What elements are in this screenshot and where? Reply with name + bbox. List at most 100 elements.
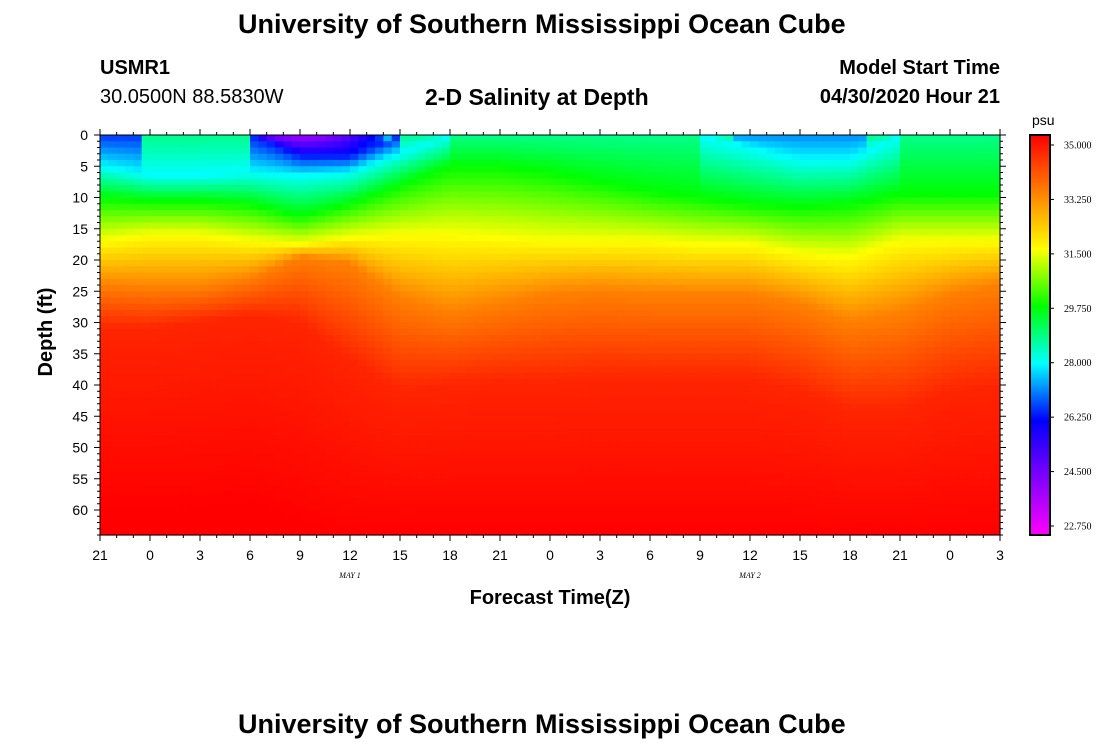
heatmap-cell (250, 241, 259, 249)
heatmap-cell (658, 153, 668, 161)
heatmap-cell (100, 416, 109, 424)
heatmap-cell (516, 460, 526, 467)
heatmap-cell (408, 347, 418, 355)
heatmap-cell (133, 160, 143, 167)
heatmap-cell (150, 178, 159, 186)
heatmap-cell (333, 528, 343, 536)
heatmap-cell (516, 222, 526, 230)
heatmap-cell (291, 528, 301, 536)
heatmap-cell (408, 422, 418, 430)
heatmap-cell (275, 378, 284, 386)
heatmap-cell (483, 291, 493, 299)
heatmap-cell (200, 428, 209, 436)
heatmap-cell (483, 272, 493, 280)
heatmap-cell (216, 241, 226, 249)
heatmap-cell (383, 516, 393, 524)
heatmap-cell (233, 272, 243, 280)
heatmap-cell (708, 153, 718, 161)
heatmap-cell (200, 197, 209, 205)
heatmap-cell (225, 210, 234, 217)
heatmap-cell (633, 191, 643, 199)
heatmap-cell (450, 516, 459, 524)
heatmap-cell (358, 141, 368, 149)
heatmap-cell (516, 278, 526, 286)
heatmap-cell (466, 216, 476, 224)
heatmap-cell (225, 460, 234, 467)
heatmap-cell (433, 453, 443, 461)
heatmap-cell (408, 291, 418, 299)
heatmap-cell (541, 466, 551, 474)
heatmap-cell (525, 510, 534, 517)
heatmap-cell (158, 416, 168, 424)
heatmap-cell (350, 472, 359, 480)
heatmap-cell (233, 291, 243, 299)
heatmap-cell (600, 485, 609, 492)
heatmap-cell (133, 210, 143, 217)
heatmap-cell (325, 310, 334, 317)
heatmap-cell (100, 166, 109, 174)
heatmap-cell (650, 416, 659, 424)
heatmap-cell (625, 466, 634, 474)
heatmap-cell (408, 303, 418, 311)
heatmap-cell (641, 216, 651, 224)
heatmap-cell (308, 460, 318, 467)
heatmap-cell (341, 166, 351, 174)
heatmap-cell (408, 178, 418, 186)
heatmap-cell (558, 210, 568, 217)
heatmap-cell (225, 478, 234, 486)
heatmap-cell (533, 135, 543, 142)
heatmap-cell (558, 503, 568, 511)
heatmap-cell (100, 447, 109, 455)
heatmap-cell (550, 397, 559, 405)
heatmap-cell (225, 253, 234, 261)
heatmap-cell (316, 353, 326, 361)
heatmap-cell (416, 453, 426, 461)
heatmap-cell (316, 360, 326, 367)
heatmap-cell (458, 253, 468, 261)
heatmap-cell (433, 335, 443, 342)
heatmap-cell (475, 191, 484, 199)
heatmap-cell (500, 210, 509, 217)
heatmap-cell (475, 497, 484, 505)
heatmap-cell (600, 453, 609, 461)
heatmap-cell (491, 528, 501, 536)
heatmap-cell (175, 285, 184, 292)
heatmap-cell (483, 497, 493, 505)
heatmap-cell (441, 278, 451, 286)
heatmap-cell (166, 203, 176, 211)
heatmap-cell (483, 510, 493, 517)
heatmap-cell (575, 460, 584, 467)
heatmap-cell (591, 435, 601, 442)
heatmap-cell (558, 185, 568, 192)
heatmap-cell (675, 203, 684, 211)
heatmap-cell (608, 353, 618, 361)
heatmap-cell (366, 322, 376, 330)
heatmap-cell (225, 178, 234, 186)
heatmap-cell (458, 391, 468, 399)
heatmap-cell (400, 166, 409, 174)
heatmap-cell (208, 466, 218, 474)
heatmap-cell (725, 497, 734, 505)
heatmap-cell (741, 478, 751, 486)
heatmap-cell (166, 191, 176, 199)
heatmap-cell (241, 478, 251, 486)
heatmap-cell (608, 297, 618, 305)
heatmap-cell (616, 222, 626, 230)
heatmap-cell (358, 328, 368, 336)
heatmap-cell (241, 197, 251, 205)
heatmap-cell (491, 222, 501, 230)
heatmap-cell (425, 235, 434, 242)
heatmap-cell (275, 341, 284, 349)
heatmap-cell (275, 197, 284, 205)
heatmap-cell (200, 322, 209, 330)
heatmap-cell (200, 403, 209, 411)
heatmap-cell (466, 478, 476, 486)
heatmap-cell (375, 422, 384, 430)
heatmap-cell (141, 453, 151, 461)
heatmap-cell (725, 203, 734, 211)
heatmap-cell (575, 347, 584, 355)
heatmap-cell (358, 335, 368, 342)
heatmap-cell (491, 328, 501, 336)
heatmap-cell (225, 241, 234, 249)
heatmap-cell (183, 166, 193, 174)
